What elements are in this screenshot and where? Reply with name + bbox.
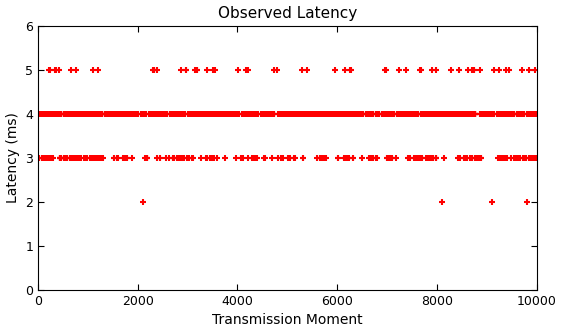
X-axis label: Transmission Moment: Transmission Moment (212, 313, 362, 327)
Y-axis label: Latency (ms): Latency (ms) (6, 113, 20, 203)
Title: Observed Latency: Observed Latency (217, 6, 357, 21)
